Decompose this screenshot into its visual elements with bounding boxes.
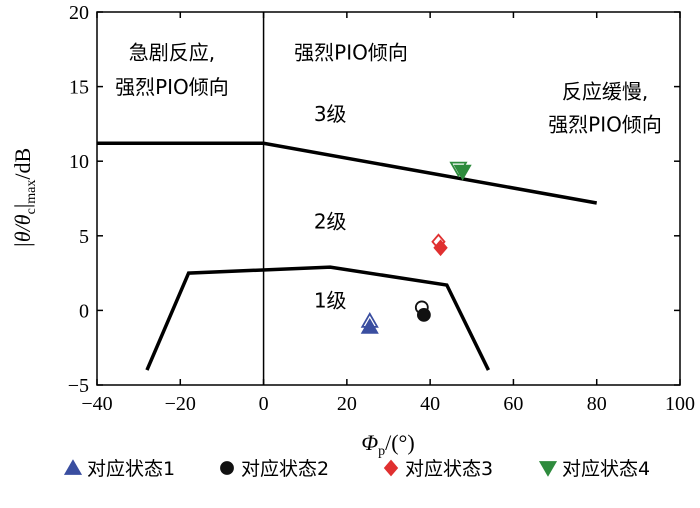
x-tick-label: 0 [259, 393, 269, 415]
region-mid-text: 强烈PIO倾向 [294, 41, 408, 65]
legend: 对应状态1 对应状态2 对应状态3 对应状态4 [63, 458, 650, 480]
data-point-series-2 [416, 307, 431, 322]
x-tick-label: 80 [587, 393, 607, 415]
level3-label: 3级 [314, 102, 347, 126]
region-right-line1: 反应缓慢, [562, 80, 648, 104]
level1-boundary [145, 265, 491, 371]
x-tick-label: 20 [337, 393, 357, 415]
y-tick-label: 0 [79, 300, 89, 322]
y-tick-label: 5 [79, 226, 89, 248]
x-axis-title: Φp/(°) [361, 430, 414, 459]
data-point-series-4 [453, 164, 472, 181]
x-tick-label: −40 [81, 393, 112, 415]
y-tick-label: 20 [69, 2, 89, 24]
y-tick-label: 10 [69, 151, 89, 173]
boundary-lines [97, 141, 598, 371]
y-tick-label: −5 [68, 375, 89, 397]
level2-boundary [97, 141, 598, 205]
y-axis-title: |θ/θc|max/dB [10, 148, 39, 248]
plot-frame [96, 11, 681, 386]
level1-label: 1级 [314, 288, 347, 312]
legend-label-4: 对应状态4 [562, 458, 650, 480]
x-tick-label: 40 [420, 393, 440, 415]
x-tick-label: 60 [503, 393, 523, 415]
legend-label-1: 对应状态1 [87, 458, 175, 480]
legend-label-3: 对应状态3 [405, 458, 493, 480]
region-left-line2: 强烈PIO倾向 [115, 75, 229, 99]
legend-marker-3 [383, 459, 399, 477]
y-tick-label: 15 [69, 77, 89, 99]
region-right-line2: 强烈PIO倾向 [548, 112, 662, 136]
x-tick-label: −20 [165, 393, 196, 415]
legend-marker-1 [63, 459, 83, 475]
axis-ticks: −40 −20 0 20 40 60 80 100 −5 0 5 10 15 20 [68, 2, 695, 415]
level2-label: 2级 [314, 209, 347, 233]
data-markers [360, 161, 472, 334]
data-point-series-3 [433, 239, 448, 257]
legend-marker-2 [220, 461, 234, 475]
legend-marker-4 [538, 461, 558, 477]
x-tick-label: 100 [665, 393, 695, 415]
region-left-line1: 急剧反应, [129, 41, 215, 65]
data-point-series-1 [360, 318, 379, 334]
legend-label-2: 对应状态2 [241, 458, 329, 480]
